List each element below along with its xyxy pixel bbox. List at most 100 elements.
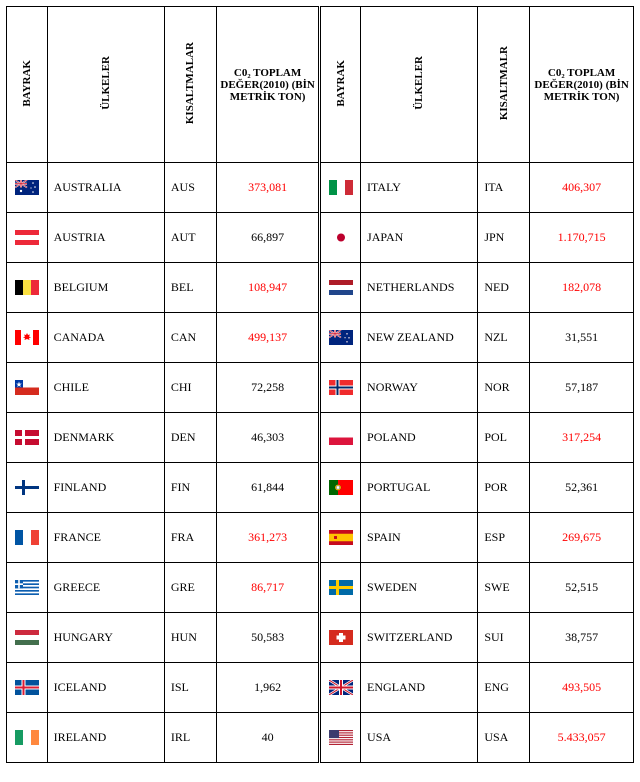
flag-cell — [320, 663, 361, 713]
country-cell: CANADA — [47, 313, 164, 363]
country-cell: ITALY — [361, 163, 478, 213]
flag-cell — [320, 513, 361, 563]
abbr-cell: USA — [478, 713, 530, 763]
country-cell: IRELAND — [47, 713, 164, 763]
value-cell: 61,844 — [216, 463, 320, 513]
flag-cell — [7, 413, 48, 463]
value-cell: 406,307 — [530, 163, 634, 213]
flag-cell — [320, 413, 361, 463]
country-cell: AUSTRALIA — [47, 163, 164, 213]
country-cell: NEW ZEALAND — [361, 313, 478, 363]
value-cell: 52,361 — [530, 463, 634, 513]
table-row: ICELAND ISL 1,962 ENGLAND ENG 493,505 — [7, 663, 634, 713]
flag-cell — [320, 563, 361, 613]
flag-cell — [7, 363, 48, 413]
table-row: GREECE GRE 86,717 SWEDEN SWE 52,515 — [7, 563, 634, 613]
flag-cell — [7, 713, 48, 763]
value-cell: 66,897 — [216, 213, 320, 263]
value-cell: 361,273 — [216, 513, 320, 563]
table-row: CANADA CAN 499,137 NEW ZEALAND NZL 31,55… — [7, 313, 634, 363]
flag-cell — [7, 663, 48, 713]
value-cell: 373,081 — [216, 163, 320, 213]
country-cell: SWITZERLAND — [361, 613, 478, 663]
abbr-cell: POL — [478, 413, 530, 463]
value-cell: 52,515 — [530, 563, 634, 613]
abbr-cell: FRA — [164, 513, 216, 563]
country-cell: SPAIN — [361, 513, 478, 563]
value-cell: 1.170,715 — [530, 213, 634, 263]
country-cell: ICELAND — [47, 663, 164, 713]
country-cell: PORTUGAL — [361, 463, 478, 513]
country-cell: HUNGARY — [47, 613, 164, 663]
table-row: FRANCE FRA 361,273 SPAIN ESP 269,675 — [7, 513, 634, 563]
country-cell: AUSTRIA — [47, 213, 164, 263]
abbr-cell: NED — [478, 263, 530, 313]
country-cell: SWEDEN — [361, 563, 478, 613]
abbr-cell: BEL — [164, 263, 216, 313]
flag-cell — [7, 513, 48, 563]
country-cell: USA — [361, 713, 478, 763]
value-cell: 86,717 — [216, 563, 320, 613]
co2-table: BAYRAK ÜLKELER KISALTMALAR C0₂ TOPLAM DE… — [6, 6, 634, 763]
abbr-cell: FIN — [164, 463, 216, 513]
header-countries-left: ÜLKELER — [47, 7, 164, 163]
abbr-cell: ISL — [164, 663, 216, 713]
abbr-cell: ENG — [478, 663, 530, 713]
flag-cell — [7, 563, 48, 613]
header-flag-left: BAYRAK — [7, 7, 48, 163]
abbr-cell: DEN — [164, 413, 216, 463]
country-cell: FRANCE — [47, 513, 164, 563]
flag-cell — [7, 313, 48, 363]
flag-cell — [320, 263, 361, 313]
country-cell: NETHERLANDS — [361, 263, 478, 313]
header-countries-right: ÜLKELER — [361, 7, 478, 163]
abbr-cell: ITA — [478, 163, 530, 213]
table-row: BELGIUM BEL 108,947 NETHERLANDS NED 182,… — [7, 263, 634, 313]
value-cell: 40 — [216, 713, 320, 763]
flag-cell — [320, 163, 361, 213]
header-abbr-right: KISALTMALR — [478, 7, 530, 163]
table-row: HUNGARY HUN 50,583 SWITZERLAND SUI 38,75… — [7, 613, 634, 663]
country-cell: JAPAN — [361, 213, 478, 263]
flag-cell — [320, 363, 361, 413]
flag-cell — [7, 613, 48, 663]
abbr-cell: NOR — [478, 363, 530, 413]
abbr-cell: AUT — [164, 213, 216, 263]
country-cell: DENMARK — [47, 413, 164, 463]
country-cell: NORWAY — [361, 363, 478, 413]
flag-cell — [7, 213, 48, 263]
flag-cell — [320, 313, 361, 363]
flag-cell — [7, 163, 48, 213]
flag-cell — [320, 613, 361, 663]
flag-cell — [320, 213, 361, 263]
flag-cell — [7, 463, 48, 513]
value-cell: 46,303 — [216, 413, 320, 463]
header-row: BAYRAK ÜLKELER KISALTMALAR C0₂ TOPLAM DE… — [7, 7, 634, 163]
table-row: IRELAND IRL 40 USA USA 5.433,057 — [7, 713, 634, 763]
header-flag-right: BAYRAK — [320, 7, 361, 163]
country-cell: BELGIUM — [47, 263, 164, 313]
abbr-cell: JPN — [478, 213, 530, 263]
abbr-cell: GRE — [164, 563, 216, 613]
header-value-left: C0₂ TOPLAM DEĞER(2010) (BİN METRİK TON) — [216, 7, 320, 163]
value-cell: 499,137 — [216, 313, 320, 363]
abbr-cell: SUI — [478, 613, 530, 663]
value-cell: 317,254 — [530, 413, 634, 463]
abbr-cell: CHI — [164, 363, 216, 413]
value-cell: 50,583 — [216, 613, 320, 663]
country-cell: FINLAND — [47, 463, 164, 513]
value-cell: 38,757 — [530, 613, 634, 663]
value-cell: 31,551 — [530, 313, 634, 363]
flag-cell — [320, 713, 361, 763]
country-cell: CHILE — [47, 363, 164, 413]
value-cell: 5.433,057 — [530, 713, 634, 763]
value-cell: 72,258 — [216, 363, 320, 413]
country-cell: POLAND — [361, 413, 478, 463]
abbr-cell: POR — [478, 463, 530, 513]
abbr-cell: HUN — [164, 613, 216, 663]
abbr-cell: AUS — [164, 163, 216, 213]
country-cell: ENGLAND — [361, 663, 478, 713]
value-cell: 108,947 — [216, 263, 320, 313]
abbr-cell: NZL — [478, 313, 530, 363]
table-row: CHILE CHI 72,258 NORWAY NOR 57,187 — [7, 363, 634, 413]
